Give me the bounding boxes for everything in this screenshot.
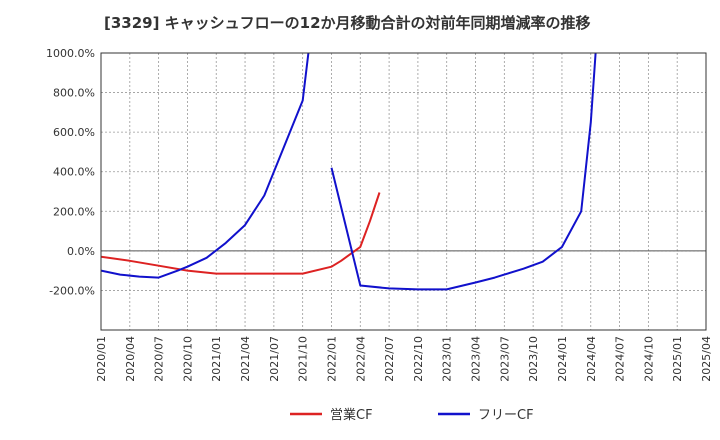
x-tick-label: 2023/10 bbox=[527, 336, 540, 382]
y-tick-label: 200.0% bbox=[53, 205, 95, 218]
x-tick-label: 2022/10 bbox=[412, 336, 425, 382]
x-tick-label: 2022/07 bbox=[383, 336, 396, 382]
y-tick-label: 1000.0% bbox=[46, 47, 95, 60]
x-tick-label: 2020/04 bbox=[124, 336, 137, 382]
series-line bbox=[330, 53, 597, 291]
y-tick-label: 600.0% bbox=[53, 126, 95, 139]
series-line bbox=[101, 53, 310, 279]
legend-label: 営業CF bbox=[330, 407, 373, 423]
x-tick-label: 2020/01 bbox=[95, 336, 108, 382]
plot-border bbox=[100, 52, 707, 331]
y-tick-label: 400.0% bbox=[53, 166, 95, 179]
x-tick-label: 2024/10 bbox=[642, 336, 655, 382]
x-tick-label: 2021/01 bbox=[210, 336, 223, 382]
x-tick-label: 2021/10 bbox=[297, 336, 310, 382]
series-line bbox=[101, 192, 381, 275]
y-tick-label: 0.0% bbox=[67, 245, 95, 258]
chart-title: [3329] キャッシュフローの12か月移動合計の対前年同期増減率の推移 bbox=[104, 14, 591, 32]
x-tick-label: 2023/01 bbox=[441, 336, 454, 382]
x-tick-label: 2024/01 bbox=[556, 336, 569, 382]
x-tick-label: 2025/01 bbox=[671, 336, 684, 382]
x-tick-label: 2022/04 bbox=[354, 336, 367, 382]
series-group bbox=[101, 53, 597, 291]
x-tick-label: 2020/10 bbox=[181, 336, 194, 382]
legend-label: フリーCF bbox=[478, 408, 534, 423]
x-tick-label: 2022/01 bbox=[325, 336, 338, 382]
x-tick-label: 2020/07 bbox=[153, 336, 166, 382]
x-tick-label: 2025/04 bbox=[700, 336, 713, 382]
y-tick-label: -200.0% bbox=[49, 284, 95, 297]
x-tick-label: 2024/07 bbox=[614, 336, 627, 382]
x-tick-label: 2023/07 bbox=[498, 336, 511, 382]
x-tick-label: 2024/04 bbox=[585, 336, 598, 382]
x-tick-label: 2021/07 bbox=[268, 336, 281, 382]
x-tick-label: 2023/04 bbox=[470, 336, 483, 382]
x-tick-label: 2021/04 bbox=[239, 336, 252, 382]
y-tick-label: 800.0% bbox=[53, 87, 95, 100]
plot-area bbox=[101, 53, 706, 330]
